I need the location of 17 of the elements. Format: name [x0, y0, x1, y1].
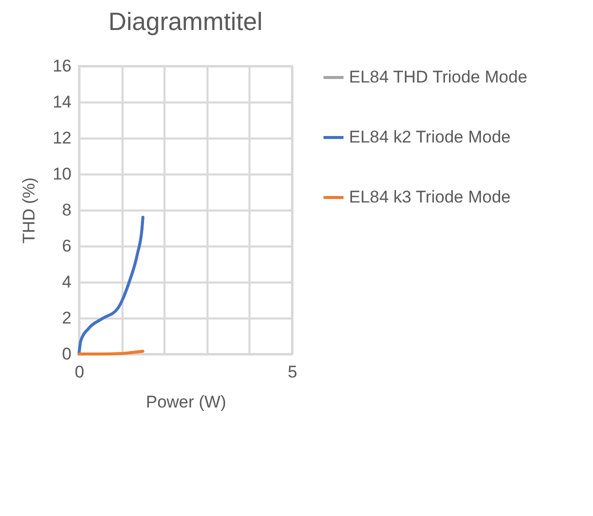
y-tick-label: 8 — [62, 200, 72, 220]
y-tick-label: 2 — [62, 308, 72, 328]
chart-title: Diagrammtitel — [108, 8, 263, 36]
x-axis-title: Power (W) — [146, 392, 226, 412]
legend-label: EL84 k3 Triode Mode — [349, 188, 511, 206]
y-tick-label: 4 — [62, 272, 72, 292]
y-tick-label: 0 — [62, 344, 72, 364]
y-tick-label: 12 — [52, 128, 72, 148]
y-tick-label: 16 — [52, 56, 72, 76]
y-axis-title: THD (%) — [20, 177, 39, 244]
legend-label: EL84 THD Triode Mode — [349, 68, 528, 86]
legend-label: EL84 k2 Triode Mode — [349, 128, 511, 146]
y-tick-label: 14 — [52, 92, 72, 112]
y-tick-label: 6 — [62, 236, 72, 256]
line-series — [78, 216, 144, 356]
y-tick-label: 10 — [52, 164, 72, 184]
x-tick-label: 5 — [288, 362, 298, 382]
